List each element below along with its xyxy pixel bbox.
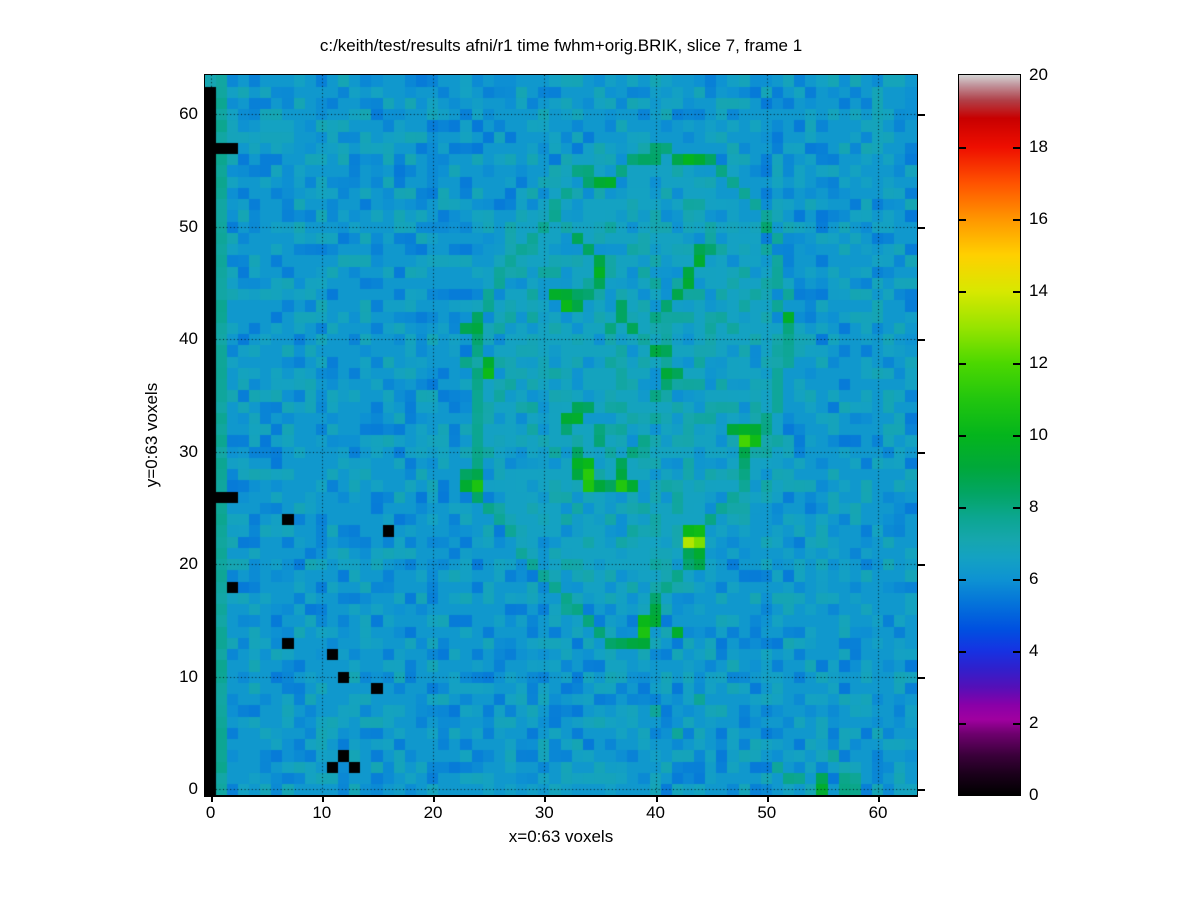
colorbar-tick-label: 6 (1029, 569, 1039, 588)
y-tick-label: 10 (179, 666, 198, 686)
x-tick-mark (211, 796, 213, 802)
x-tick-mark (656, 796, 658, 802)
colorbar-tick-mark (959, 651, 966, 653)
colorbar-tick-label: 2 (1029, 713, 1039, 732)
colorbar-tick-mark (1013, 219, 1020, 221)
x-tick-mark (544, 796, 546, 802)
heatmap-image (205, 75, 917, 795)
y-tick-mark (917, 452, 925, 454)
y-axis-label: y=0:63 voxels (142, 382, 161, 488)
y-tick-label: 0 (188, 779, 198, 799)
plot-area (204, 74, 918, 796)
y-tick-label: 50 (179, 216, 198, 236)
colorbar-tick-mark (959, 435, 966, 437)
colorbar-tick-label: 12 (1029, 353, 1048, 372)
plot-title: c:/keith/test/results afni/r1 time fwhm+… (319, 36, 803, 55)
y-tick-mark (917, 227, 925, 229)
colorbar-gradient (959, 75, 1020, 795)
colorbar-tick-mark (1013, 579, 1020, 581)
colorbar-tick-label: 0 (1029, 785, 1039, 804)
colorbar-tick-label: 16 (1029, 209, 1048, 228)
colorbar-tick-mark (1013, 435, 1020, 437)
colorbar-tick-mark (959, 723, 966, 725)
colorbar-tick-mark (1013, 291, 1020, 293)
colorbar (958, 74, 1021, 796)
y-tick-label: 60 (179, 104, 198, 124)
x-tick-label: 20 (423, 803, 443, 822)
x-tick-mark (878, 796, 880, 802)
colorbar-tick-label: 8 (1029, 497, 1039, 516)
colorbar-tick-label: 14 (1029, 281, 1048, 300)
x-tick-label: 50 (757, 803, 777, 822)
colorbar-tick-label: 18 (1029, 137, 1048, 156)
x-tick-label: 0 (205, 803, 216, 822)
x-axis-label: x=0:63 voxels (508, 827, 614, 846)
x-tick-label: 40 (646, 803, 666, 822)
colorbar-tick-label: 10 (1029, 425, 1048, 444)
colorbar-tick-label: 4 (1029, 641, 1039, 660)
y-tick-mark (917, 789, 925, 791)
x-tick-mark (433, 796, 435, 802)
colorbar-tick-label: 20 (1029, 65, 1048, 84)
y-tick-mark (917, 114, 925, 116)
y-tick-label: 20 (179, 554, 198, 574)
x-tick-mark (767, 796, 769, 802)
colorbar-tick-mark (959, 579, 966, 581)
y-tick-mark (917, 564, 925, 566)
colorbar-tick-mark (1013, 507, 1020, 509)
y-tick-mark (917, 339, 925, 341)
colorbar-tick-mark (1013, 651, 1020, 653)
colorbar-tick-mark (959, 291, 966, 293)
colorbar-tick-mark (1013, 723, 1020, 725)
colorbar-tick-mark (959, 219, 966, 221)
y-tick-label: 40 (179, 329, 198, 349)
colorbar-tick-mark (1013, 147, 1020, 149)
x-tick-label: 30 (534, 803, 554, 822)
y-tick-mark (917, 677, 925, 679)
colorbar-tick-mark (959, 363, 966, 365)
x-tick-label: 60 (868, 803, 888, 822)
y-tick-label: 30 (179, 441, 198, 461)
colorbar-tick-mark (1013, 363, 1020, 365)
x-tick-mark (322, 796, 324, 802)
colorbar-tick-mark (959, 147, 966, 149)
x-tick-label: 10 (312, 803, 332, 822)
colorbar-tick-mark (959, 507, 966, 509)
